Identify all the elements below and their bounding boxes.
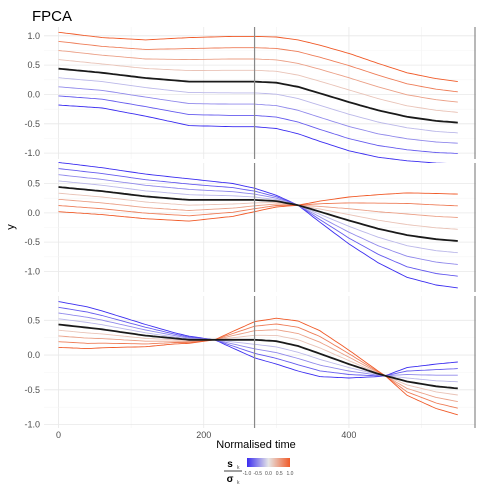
- component-curve: [58, 306, 458, 377]
- y-tick-label: 1.0: [27, 31, 40, 41]
- y-tick-label: 0.0: [27, 89, 40, 99]
- component-curve: [58, 317, 458, 416]
- component-curve: [58, 95, 458, 154]
- y-tick-label: -0.5: [24, 119, 40, 129]
- legend-tick-label: 1.0: [287, 471, 294, 477]
- y-axis-label: y: [5, 224, 17, 230]
- component-curve: [58, 329, 458, 396]
- legend-title-numerator: s: [227, 459, 233, 470]
- component-curve: [58, 192, 458, 230]
- component-curve: [58, 301, 458, 379]
- legend-tick-label: -0.5: [253, 471, 262, 477]
- component-curve: [58, 198, 458, 218]
- panels-group: 1.0 0.5 0.0 -0.5 -1.0 0.5 0.0 -0.5 -1.0 0.5 0.0 -0.…: [24, 27, 476, 430]
- component-curve: [58, 59, 458, 113]
- mean-curve: [58, 186, 458, 242]
- legend: s k σ k -1.0 -0.5 0.0 0.5 1.0: [224, 458, 294, 485]
- component-curve: [58, 329, 458, 403]
- component-curve: [58, 318, 458, 383]
- legend-colorbar: [247, 458, 290, 467]
- panel-background: [44, 296, 476, 428]
- legend-title-denominator: σ: [227, 474, 234, 485]
- component-curve: [58, 161, 458, 289]
- legend-tick-label: 0.5: [276, 471, 283, 477]
- y-tick-label: 0.0: [27, 208, 40, 218]
- component-curve: [58, 77, 458, 134]
- x-tick-label: 400: [341, 430, 356, 440]
- chart-title: FPCA: [32, 8, 72, 25]
- legend-tick-label: 0.0: [265, 471, 272, 477]
- component-curve: [58, 174, 458, 265]
- component-curve: [58, 31, 458, 83]
- component-curve: [58, 202, 458, 217]
- x-ticks: 0 200 400: [56, 430, 356, 440]
- y-tick-label: -0.5: [24, 385, 40, 395]
- panel-PC2: 0.5 0.0 -0.5 -1.0: [24, 161, 476, 292]
- y-tick-label: 0.5: [27, 315, 40, 325]
- component-curve: [58, 312, 458, 377]
- component-curve: [58, 104, 458, 165]
- panel-PC3: 0.5 0.0 -0.5 -1.0: [24, 296, 476, 430]
- legend-title-denominator-subscript: k: [237, 480, 240, 485]
- legend-title-numerator-subscript: k: [237, 465, 240, 471]
- y-tick-label: 0.0: [27, 350, 40, 360]
- panel-PC1: 1.0 0.5 0.0 -0.5 -1.0: [24, 27, 476, 165]
- x-tick-label: 200: [196, 430, 211, 440]
- x-axis-label: Normalised time: [216, 439, 295, 451]
- component-curve: [58, 86, 458, 144]
- mean-curve: [58, 67, 458, 124]
- component-curve: [58, 40, 458, 93]
- component-curve: [58, 50, 458, 103]
- y-tick-label: 0.5: [27, 60, 40, 70]
- y-tick-label: -1.0: [24, 266, 40, 276]
- mean-curve: [58, 323, 458, 390]
- component-curve: [58, 180, 458, 254]
- component-curve: [58, 192, 458, 222]
- legend-tick-labels: -1.0 -0.5 0.0 0.5 1.0: [243, 471, 294, 477]
- y-tick-label: -0.5: [24, 237, 40, 247]
- component-curve: [58, 168, 458, 277]
- y-tick-label: 0.5: [27, 179, 40, 189]
- legend-tick-label: -1.0: [243, 471, 252, 477]
- component-curve: [58, 323, 458, 409]
- y-tick-label: -1.0: [24, 148, 40, 158]
- x-tick-label: 0: [56, 430, 61, 440]
- y-tick-label: -1.0: [24, 420, 40, 430]
